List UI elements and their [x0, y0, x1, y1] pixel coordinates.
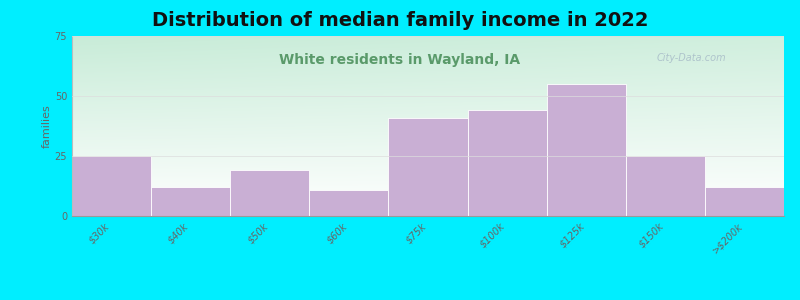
Bar [389, 118, 467, 216]
Bar [546, 84, 626, 216]
Bar [626, 156, 705, 216]
Bar [151, 187, 230, 216]
Bar [705, 187, 784, 216]
Text: City-Data.com: City-Data.com [657, 52, 726, 63]
Y-axis label: families: families [42, 104, 52, 148]
Text: White residents in Wayland, IA: White residents in Wayland, IA [279, 53, 521, 67]
Bar [230, 170, 310, 216]
Text: Distribution of median family income in 2022: Distribution of median family income in … [152, 11, 648, 31]
Bar [72, 156, 151, 216]
Bar [467, 110, 546, 216]
Bar [310, 190, 389, 216]
